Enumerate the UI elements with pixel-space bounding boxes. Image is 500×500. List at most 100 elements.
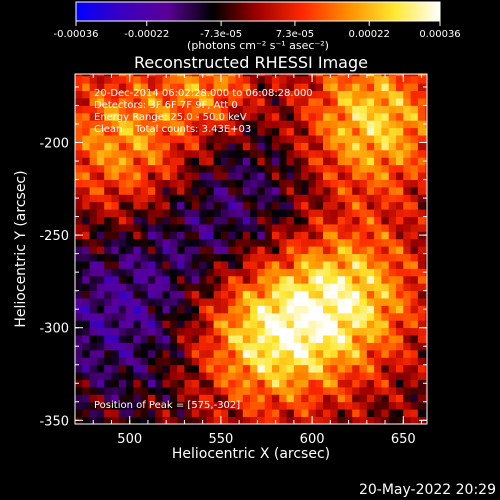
heatmap-cell <box>89 149 98 158</box>
heatmap-cell <box>242 179 251 188</box>
heatmap-cell <box>162 312 171 321</box>
heatmap-cell <box>220 290 229 299</box>
heatmap-cell <box>425 386 428 395</box>
heatmap-cell <box>279 312 287 321</box>
heatmap-cell <box>425 261 428 269</box>
heatmap-cell <box>417 246 426 255</box>
heatmap-cell <box>301 83 309 92</box>
heatmap-cell <box>388 305 397 314</box>
heatmap-cell <box>308 105 317 114</box>
heatmap-cell <box>155 401 163 410</box>
heatmap-cell <box>330 394 339 403</box>
heatmap-cell <box>410 135 419 143</box>
heatmap-cell <box>82 216 90 225</box>
heatmap-cell <box>359 75 368 84</box>
heatmap-cell <box>374 305 382 314</box>
heatmap-cell <box>301 224 309 232</box>
heatmap-cell <box>366 90 375 99</box>
heatmap-cell <box>417 283 426 292</box>
heatmap-cell <box>403 312 411 321</box>
heatmap-cell <box>417 179 426 188</box>
heatmap-cell <box>410 194 419 203</box>
heatmap-cell <box>257 105 266 114</box>
heatmap-cell <box>140 372 149 380</box>
heatmap-cell <box>425 201 428 210</box>
heatmap-cell <box>271 164 280 173</box>
heatmap-cell <box>82 194 90 203</box>
heatmap-cell <box>264 268 273 277</box>
heatmap-cell <box>250 312 258 321</box>
heatmap-cell <box>344 238 353 247</box>
heatmap-cell <box>133 349 142 358</box>
heatmap-cell <box>301 268 309 277</box>
heatmap-cell <box>133 298 142 306</box>
heatmap-cell <box>140 409 149 417</box>
heatmap-cell <box>111 105 120 114</box>
heatmap-cell <box>359 386 368 395</box>
heatmap-cell <box>257 335 266 343</box>
heatmap-cell <box>403 216 411 225</box>
heatmap-cell <box>417 320 426 329</box>
heatmap-cell <box>330 201 339 210</box>
heatmap-cell <box>395 164 404 173</box>
heatmap-cell <box>293 409 302 417</box>
heatmap-cell <box>403 194 411 203</box>
heatmap-cell <box>155 394 163 403</box>
heatmap-cell <box>315 157 324 166</box>
heatmap-cell <box>359 298 368 306</box>
heatmap-cell <box>250 416 258 425</box>
heatmap-cell <box>155 83 163 92</box>
heatmap-cell <box>344 75 353 84</box>
heatmap-cell <box>191 261 200 269</box>
heatmap-cell <box>220 186 229 195</box>
heatmap-cell <box>140 305 149 314</box>
heatmap-cell <box>235 253 244 262</box>
heatmap-cell <box>315 120 324 129</box>
heatmap-cell <box>250 201 258 210</box>
heatmap-cell <box>344 379 353 388</box>
heatmap-cell <box>213 275 222 284</box>
heatmap-cell <box>184 246 193 255</box>
heatmap-cell <box>133 386 142 395</box>
heatmap-cell <box>330 74 339 77</box>
heatmap-cell <box>133 305 142 314</box>
heatmap-cell <box>403 283 411 292</box>
heatmap-cell <box>228 98 236 106</box>
heatmap-cell <box>315 98 324 106</box>
heatmap-cell <box>177 179 185 188</box>
heatmap-cell <box>169 112 178 121</box>
heatmap-cell <box>184 364 193 373</box>
heatmap-cell <box>279 238 287 247</box>
heatmap-cell <box>308 186 317 195</box>
heatmap-cell <box>199 268 207 277</box>
heatmap-cell <box>344 164 353 173</box>
heatmap-cell <box>366 135 375 143</box>
heatmap-cell <box>191 283 200 292</box>
heatmap-cell <box>388 194 397 203</box>
heatmap-cell <box>403 253 411 262</box>
heatmap-cell <box>293 379 302 388</box>
heatmap-cell <box>366 386 375 395</box>
heatmap-cell <box>191 105 200 114</box>
heatmap-cell <box>352 209 360 217</box>
heatmap-cell <box>111 290 120 299</box>
heatmap-cell <box>162 342 171 351</box>
heatmap-cell <box>75 98 83 106</box>
heatmap-cell <box>381 149 390 158</box>
heatmap-cell <box>111 246 120 255</box>
heatmap-cell <box>352 261 360 269</box>
heatmap-cell <box>286 186 295 195</box>
heatmap-cell <box>301 312 309 321</box>
heatmap-cell <box>191 372 200 380</box>
heatmap-cell <box>89 157 98 166</box>
heatmap-cell <box>323 224 331 232</box>
heatmap-cell <box>96 201 105 210</box>
heatmap-cell <box>308 335 317 343</box>
heatmap-cell <box>344 149 353 158</box>
heatmap-cell <box>279 186 287 195</box>
heatmap-cell <box>257 179 266 188</box>
heatmap-cell <box>126 246 134 255</box>
heatmap-cell <box>140 105 149 114</box>
heatmap-cell <box>417 349 426 358</box>
heatmap-cell <box>330 416 339 425</box>
